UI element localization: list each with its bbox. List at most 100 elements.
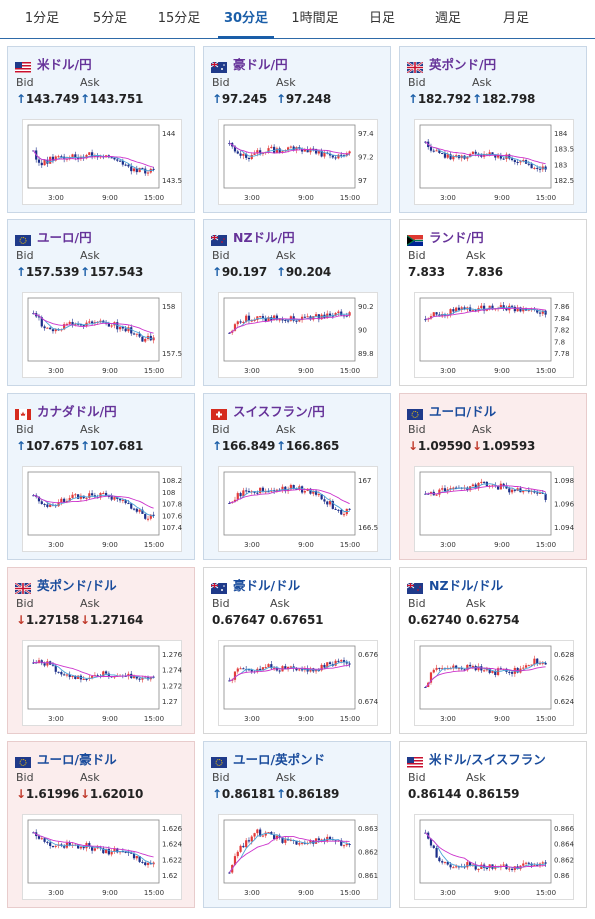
currency-card[interactable]: 英ポンド/ドル Bid Ask ↓1.27158 ↓1.27164 1.276 1.274 1…: [7, 567, 195, 734]
arrow-up-icon: ↑: [212, 787, 222, 801]
currency-card[interactable]: ランド/円 Bid Ask 7.833 7.836 7.86 7.84 7.82 7.8 7.78…: [399, 219, 587, 386]
candle-body: [127, 673, 130, 677]
tab-3[interactable]: 30分足: [218, 0, 274, 39]
mini-chart[interactable]: 0.676 0.674 3:00 9:00 15:00: [218, 640, 379, 726]
mini-chart[interactable]: 167 166.5 3:00 9:00 15:00: [218, 466, 378, 552]
x-tick-label: 9:00: [102, 541, 118, 549]
candle-body: [527, 665, 530, 667]
candle-body: [480, 305, 483, 309]
pair-link[interactable]: スイスフラン/円: [233, 403, 325, 419]
candle-body: [533, 865, 536, 867]
pair-link[interactable]: 英ポンド/円: [429, 56, 497, 72]
chart-svg: 1.276 1.274 1.272 1.27 3:00 9:00 15:00: [27, 645, 183, 723]
pair-link[interactable]: 米ドル/スイスフラン: [429, 751, 546, 767]
candle-body: [135, 508, 138, 512]
tab-6[interactable]: 週足: [434, 11, 461, 26]
pair-link[interactable]: NZドル/ドル: [429, 577, 504, 593]
candle-body: [239, 153, 242, 156]
candle-body: [113, 848, 116, 852]
y-tick-label: 1.274: [162, 667, 183, 675]
currency-card[interactable]: 英ポンド/円 Bid Ask ↑182.792 ↑182.798 184 183.5 183 1…: [399, 46, 587, 213]
candle-body: [502, 483, 505, 486]
mini-chart[interactable]: 1.276 1.274 1.272 1.27 3:00 9:00 15:00: [22, 640, 183, 726]
currency-card[interactable]: 米ドル/スイスフラン Bid Ask 0.86144 0.86159 0.866 0.864…: [399, 741, 587, 908]
candle-body: [469, 664, 472, 667]
mini-chart[interactable]: 184 183.5 183 182.5 3:00 9:00 15:00: [414, 119, 574, 205]
mini-chart[interactable]: 1.626 1.624 1.622 1.62 3:00 9:00 15:00: [22, 814, 183, 900]
candle-body: [261, 316, 265, 319]
mini-chart[interactable]: 90.2 90 89.8 3:00 9:00 15:00: [218, 292, 378, 378]
currency-card[interactable]: 豪ドル/ドル Bid Ask 0.67647 0.67651 0.676 0.674 3:00…: [203, 567, 391, 734]
candle-body: [508, 154, 511, 159]
candle-body: [256, 492, 259, 494]
currency-card[interactable]: 米ドル/円 Bid Ask ↑143.749 ↑143.751 144 143.5 3:00 9…: [7, 46, 195, 213]
mini-chart[interactable]: 1.098 1.096 1.094 3:00 9:00 15:00: [414, 466, 575, 552]
pair-link[interactable]: ユーロ/英ポンド: [233, 751, 326, 767]
pair-link[interactable]: ユーロ/円: [37, 229, 92, 245]
candle-body: [233, 146, 237, 152]
eu-flag-icon: [211, 753, 227, 768]
candle-body: [544, 862, 547, 864]
mini-chart[interactable]: 0.628 0.626 0.624 3:00 9:00 15:00: [414, 640, 575, 726]
mini-chart[interactable]: 158 157.5 3:00 9:00 15:00: [22, 292, 182, 378]
pair-link[interactable]: ユーロ/豪ドル: [37, 751, 117, 767]
pair-link[interactable]: 英ポンド/ドル: [37, 577, 117, 593]
ask-value: ↑0.86189: [276, 787, 339, 801]
candle-body: [298, 320, 301, 322]
mini-chart[interactable]: 7.86 7.84 7.82 7.8 7.78 3:00 9:00 15:00: [414, 292, 574, 378]
bid-value: ↑107.675: [16, 439, 79, 453]
candle-body: [74, 494, 77, 496]
currency-card[interactable]: ユーロ/円 Bid Ask ↑157.539 ↑157.543 158 157.5 3:00 9…: [7, 219, 195, 386]
pair-link[interactable]: 豪ドル/ドル: [233, 577, 301, 593]
pair-link[interactable]: NZドル/円: [233, 229, 295, 245]
tab-7[interactable]: 月足: [502, 11, 529, 26]
candle-body: [510, 868, 514, 870]
pair-link[interactable]: カナダドル/円: [37, 403, 117, 419]
candle-body: [267, 664, 270, 668]
candle-body: [247, 490, 251, 492]
ask-number: 97.248: [285, 92, 331, 106]
pair-link[interactable]: ユーロ/ドル: [429, 403, 497, 419]
tab-4[interactable]: 1時間足: [291, 11, 339, 26]
mini-chart[interactable]: 144 143.5 3:00 9:00 15:00: [22, 119, 182, 205]
currency-card[interactable]: ユーロ/ドル Bid Ask ↓1.09590 ↓1.09593 1.098 1.096 1.…: [399, 393, 587, 560]
candle-body: [508, 868, 511, 870]
pair-link[interactable]: ランド/円: [429, 229, 484, 245]
bid-number: 143.749: [25, 92, 80, 106]
bid-value: 7.833: [408, 265, 445, 279]
ask-number: 182.798: [481, 92, 536, 106]
mini-chart[interactable]: 108.2 108 107.8 107.6 107.4 3:00 9:00 15:00: [22, 466, 183, 552]
candle-body: [429, 672, 433, 683]
mini-chart[interactable]: 97.4 97.2 97 3:00 9:00 15:00: [218, 119, 378, 205]
candle-body: [49, 327, 52, 330]
candle-body: [474, 484, 477, 489]
long-ma-line: [425, 666, 546, 688]
tab-5[interactable]: 日足: [368, 11, 395, 26]
tab-2[interactable]: 15分足: [157, 11, 201, 26]
candle-body: [37, 836, 41, 839]
candle-body: [68, 842, 71, 846]
candle-body: [82, 495, 85, 499]
bid-value: ↑90.197: [212, 265, 267, 279]
tab-0[interactable]: 1分足: [24, 11, 60, 26]
candle-body: [250, 320, 253, 322]
currency-card[interactable]: ユーロ/英ポンド Bid Ask ↑0.86181 ↑0.86189 0.863 0.862…: [203, 741, 391, 908]
currency-card[interactable]: ユーロ/豪ドル Bid Ask ↓1.61996 ↓1.62010 1.626 1.624 1…: [7, 741, 195, 908]
currency-card[interactable]: 豪ドル/円 Bid Ask ↑97.245 ↑97.248 97.4 97.2 97 3:00 9…: [203, 46, 391, 213]
candle-body: [65, 674, 69, 676]
candle-body: [141, 336, 144, 342]
currency-card[interactable]: スイスフラン/円 Bid Ask ↑166.849 ↑166.865 167 166.5 3:…: [203, 393, 391, 560]
currency-card[interactable]: NZドル/ドル Bid Ask 0.62740 0.62754 0.628 0.626 0.6…: [399, 567, 587, 734]
pair-link[interactable]: 豪ドル/円: [233, 56, 288, 72]
bid-value: 0.62740: [408, 613, 461, 627]
currency-card[interactable]: NZドル/円 Bid Ask ↑90.197 ↑90.204 90.2 90 89.8 3:00…: [203, 219, 391, 386]
tab-1[interactable]: 5分足: [92, 11, 128, 26]
mini-chart[interactable]: 0.866 0.864 0.862 0.86 3:00 9:00 15:00: [414, 814, 575, 900]
au-flag-icon: [210, 579, 227, 594]
candle-body: [483, 670, 486, 672]
mini-chart[interactable]: 0.863 0.862 0.861 3:00 9:00 15:00: [218, 814, 378, 900]
plot-frame: [419, 471, 552, 536]
nz-flag-icon: [210, 231, 227, 246]
currency-card[interactable]: カナダドル/円 Bid Ask ↑107.675 ↑107.681 108.2 108 107…: [7, 393, 195, 560]
pair-link[interactable]: 米ドル/円: [37, 56, 92, 72]
